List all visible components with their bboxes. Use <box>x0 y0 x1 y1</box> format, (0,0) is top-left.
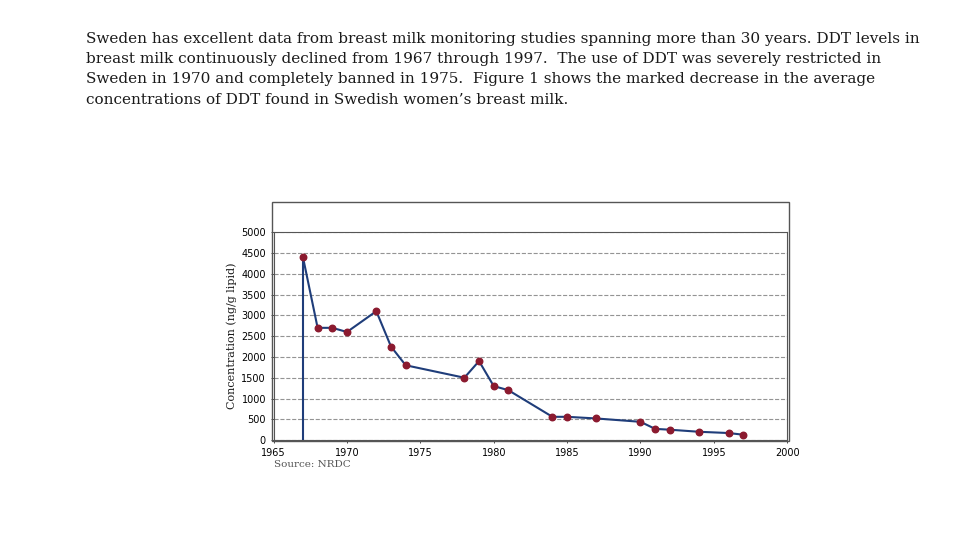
Point <box>471 357 487 366</box>
Text: Source: NRDC: Source: NRDC <box>274 460 350 469</box>
Point <box>633 417 648 426</box>
Point <box>588 414 604 423</box>
Text: Sweden has excellent data from breast milk monitoring studies spanning more than: Sweden has excellent data from breast mi… <box>86 32 920 106</box>
Point <box>721 429 736 437</box>
Y-axis label: Concentration (ng/g lipid): Concentration (ng/g lipid) <box>227 263 237 409</box>
Point <box>735 430 751 439</box>
Point <box>383 342 398 351</box>
Point <box>398 361 414 369</box>
Point <box>647 424 662 433</box>
Point <box>501 386 516 395</box>
Point <box>486 382 501 390</box>
Point <box>662 426 678 434</box>
Point <box>560 413 575 421</box>
Point <box>369 307 384 315</box>
Point <box>691 428 707 436</box>
Text: DDT in Breast Milk, Sweden: DDT in Breast Milk, Sweden <box>421 210 639 224</box>
Point <box>544 413 560 421</box>
Point <box>339 328 354 336</box>
Point <box>324 323 340 332</box>
Point <box>296 253 311 261</box>
Point <box>457 374 472 382</box>
Point <box>310 323 325 332</box>
